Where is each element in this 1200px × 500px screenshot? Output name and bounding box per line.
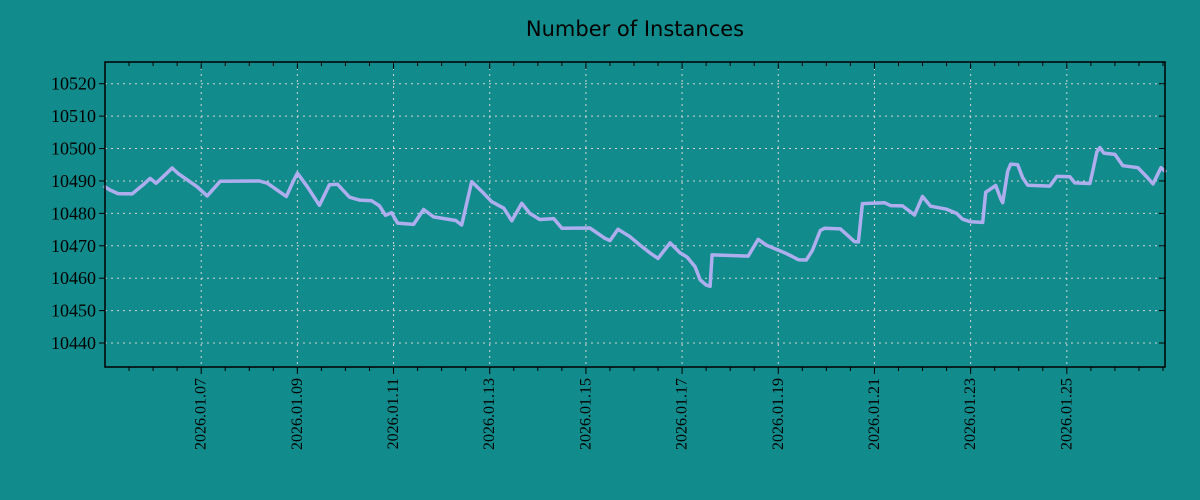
series-line-instances — [103, 145, 1167, 289]
x-tick-label: 2026.01.15 — [577, 378, 594, 450]
y-tick-label: 10490 — [51, 171, 96, 191]
y-tick-label: 10440 — [51, 333, 96, 353]
x-tick-label: 2026.01.23 — [962, 378, 979, 450]
plot-border — [104, 61, 1166, 368]
y-tick-label: 10520 — [51, 74, 96, 94]
x-tick-label: 2026.01.07 — [193, 378, 210, 450]
chart-title: Number of Instances — [525, 17, 745, 41]
y-tick-label: 10470 — [51, 236, 96, 256]
y-tick-label: 10500 — [51, 139, 96, 159]
x-tick-label: 2026.01.17 — [674, 378, 691, 450]
y-tick-label: 10510 — [51, 106, 96, 126]
x-tick-label: 2026.01.09 — [289, 378, 306, 450]
x-tick-label: 2026.01.13 — [481, 378, 498, 450]
x-tick-label: 2026.01.19 — [770, 378, 787, 450]
y-tick-label: 10450 — [51, 301, 96, 321]
x-tick-label: 2026.01.21 — [866, 378, 883, 450]
y-tick-label: 10480 — [51, 203, 96, 223]
x-tick-label: 2026.01.11 — [385, 378, 402, 449]
y-tick-label: 10460 — [51, 268, 96, 288]
x-tick-label: 2026.01.25 — [1058, 378, 1075, 450]
